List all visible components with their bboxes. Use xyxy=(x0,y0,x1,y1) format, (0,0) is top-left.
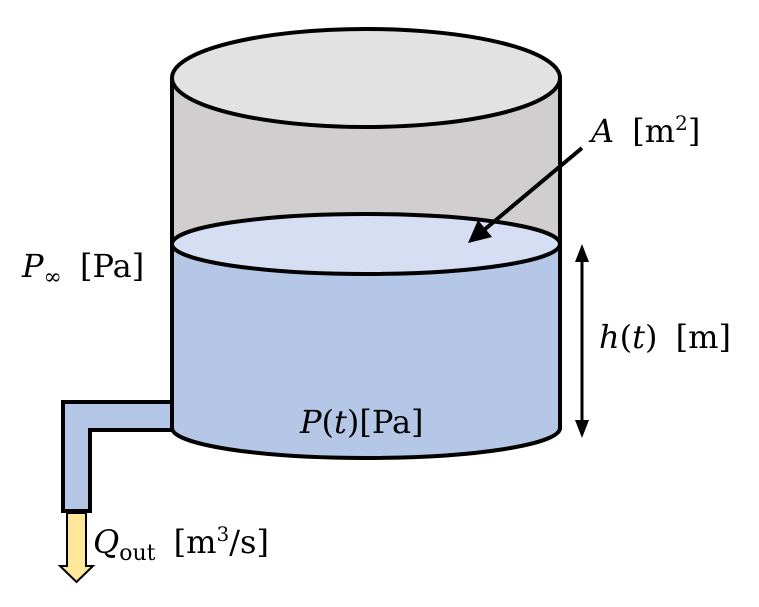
ambient-pressure-label: P∞ [Pa] xyxy=(21,247,144,292)
area-pointer-arrowhead xyxy=(468,220,492,243)
pressure-label: P(t)[Pa] xyxy=(299,403,424,441)
height-arrowhead-bottom xyxy=(575,420,589,438)
height-label: h(t) [m] xyxy=(599,318,731,356)
area-label: A [m2] xyxy=(588,111,700,150)
outflow-label: Qout [m3/s] xyxy=(93,522,269,568)
height-arrowhead-top xyxy=(575,244,589,262)
tank-bottom-rim xyxy=(170,427,562,460)
outlet-pipe xyxy=(61,400,174,513)
liquid-surface xyxy=(170,212,562,276)
liquid-body xyxy=(172,244,560,458)
outflow-arrow xyxy=(57,512,96,584)
area-pointer-arrow xyxy=(482,146,584,232)
tank-top xyxy=(170,27,562,129)
